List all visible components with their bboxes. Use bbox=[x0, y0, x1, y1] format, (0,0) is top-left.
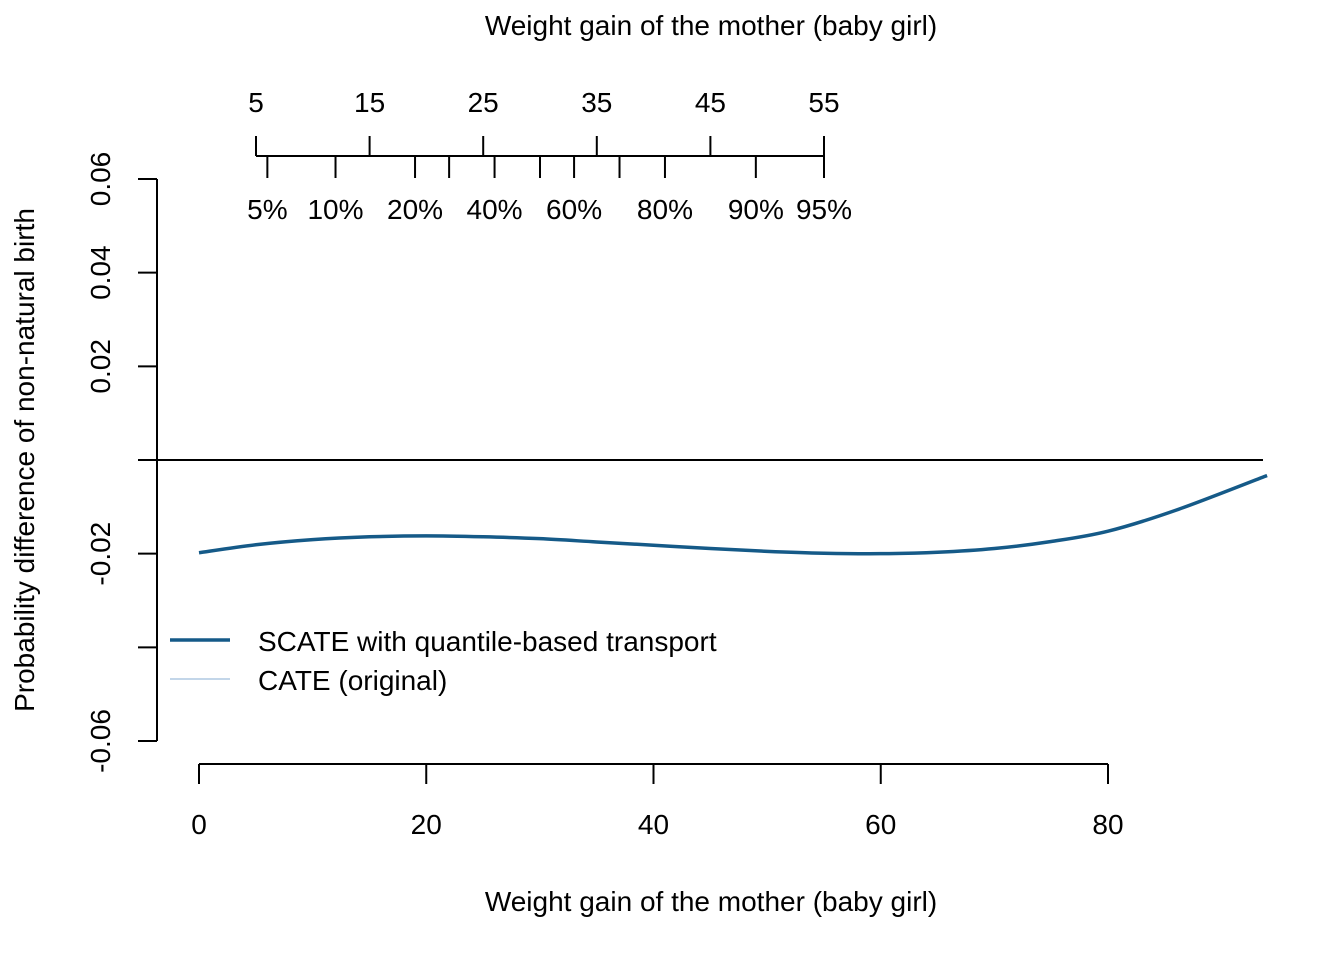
y-tick-label: 0.02 bbox=[85, 339, 116, 394]
x-tick-label: 40 bbox=[638, 809, 669, 840]
top-value-tick-label: 45 bbox=[695, 87, 726, 118]
top-quantile-tick-label: 80% bbox=[637, 194, 693, 225]
top-axis-title: Weight gain of the mother (baby girl) bbox=[485, 10, 937, 41]
top-axis: 5 15 25 35 45 55 5% 10% 20% 40% 60% 80% 90% 95% bbox=[247, 87, 852, 225]
x-axis: 0 20 40 60 80 bbox=[191, 763, 1124, 840]
y-tick-label: 0.06 bbox=[85, 152, 116, 207]
top-value-tick-label: 25 bbox=[468, 87, 499, 118]
x-tick-label: 20 bbox=[411, 809, 442, 840]
y-axis: -0.06 -0.02 0.02 0.04 0.06 bbox=[85, 152, 158, 773]
top-value-tick-label: 15 bbox=[354, 87, 385, 118]
top-value-tick-label: 55 bbox=[808, 87, 839, 118]
x-tick-label: 0 bbox=[191, 809, 207, 840]
top-quantile-tick-label: 95% bbox=[796, 194, 852, 225]
top-quantile-tick-label: 60% bbox=[546, 194, 602, 225]
top-quantile-tick-label: 40% bbox=[467, 194, 523, 225]
y-tick-label: 0.04 bbox=[85, 245, 116, 300]
series-line-0 bbox=[198, 473, 1268, 556]
y-tick-label: -0.02 bbox=[85, 522, 116, 586]
top-value-tick-label: 5 bbox=[248, 87, 264, 118]
legend: SCATE with quantile-based transport CATE… bbox=[170, 626, 717, 696]
y-axis-title: Probability difference of non-natural bi… bbox=[9, 208, 40, 712]
top-quantile-tick-label: 5% bbox=[247, 194, 287, 225]
legend-label-scate: SCATE with quantile-based transport bbox=[258, 626, 717, 657]
top-value-tick-label: 35 bbox=[581, 87, 612, 118]
top-quantile-tick-label: 90% bbox=[728, 194, 784, 225]
top-quantile-tick-label: 10% bbox=[307, 194, 363, 225]
series-layer bbox=[198, 473, 1268, 556]
x-axis-title: Weight gain of the mother (baby girl) bbox=[485, 886, 937, 917]
top-quantile-tick-label: 20% bbox=[387, 194, 443, 225]
legend-label-cate: CATE (original) bbox=[258, 665, 447, 696]
x-tick-label: 60 bbox=[865, 809, 896, 840]
y-tick-label: -0.06 bbox=[85, 709, 116, 773]
x-tick-label: 80 bbox=[1092, 809, 1123, 840]
